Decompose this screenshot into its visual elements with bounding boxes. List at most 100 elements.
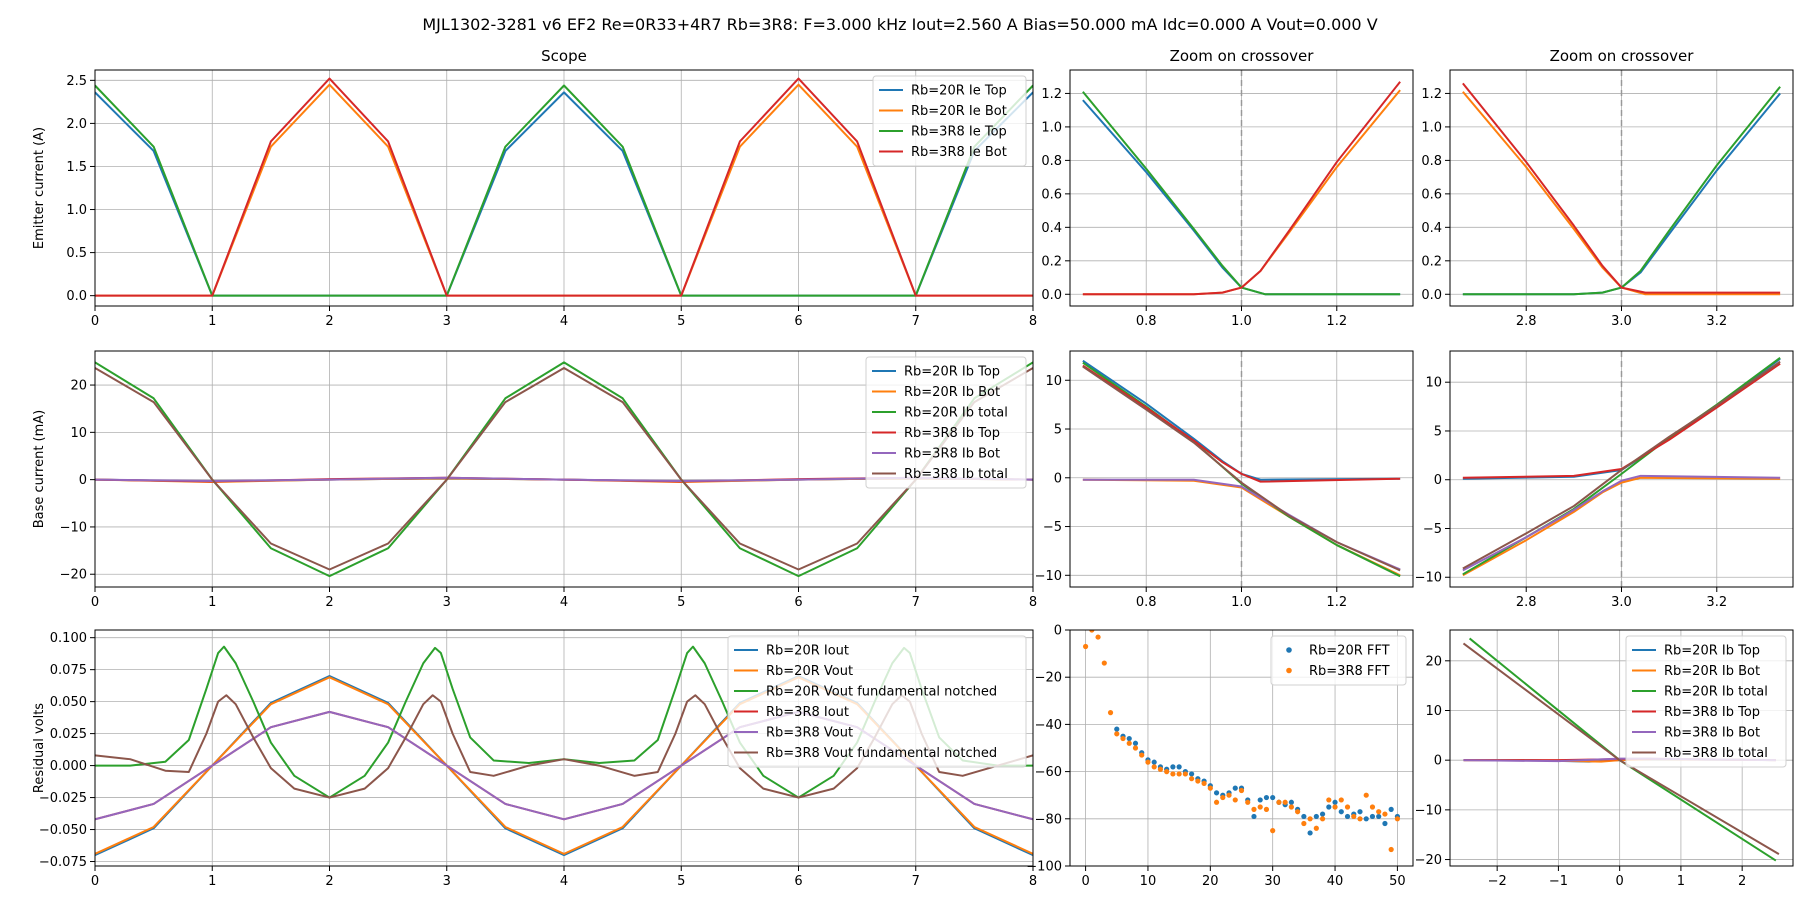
x-tick-label: 1: [208, 595, 216, 610]
y-tick-label: 0.2: [1041, 254, 1062, 269]
x-tick-label: 0: [91, 874, 99, 889]
y-tick-label: −60: [1035, 765, 1062, 780]
x-tick-label: 4: [560, 595, 568, 610]
y-tick-label: 0.100: [50, 631, 87, 646]
legend-box: [865, 356, 1027, 489]
axes-frame: [94, 350, 1034, 588]
data-point: [1369, 813, 1376, 820]
x-tick-label: 3: [443, 874, 451, 889]
y-tick-label: 0.4: [1041, 221, 1062, 236]
data-point: [1132, 740, 1139, 746]
data-point: [1388, 806, 1394, 812]
x-tick-label: 1.0: [1231, 595, 1252, 610]
x-tick-label: 0: [1616, 874, 1624, 889]
x-tick-label: 20: [1202, 874, 1219, 889]
x-tick-label: 0: [91, 314, 99, 329]
data-point: [1301, 813, 1307, 820]
legend-label: Rb=20R Ib total: [1664, 685, 1768, 700]
y-tick-label: 5: [1434, 424, 1442, 439]
x-tick-label: 2: [325, 314, 333, 329]
y-tick-label: 0.2: [1421, 254, 1442, 269]
data-point: [1176, 764, 1182, 770]
legend-label: Rb=20R Ib Top: [1664, 644, 1760, 659]
x-tick-label: 6: [794, 314, 802, 329]
axes-frame: [94, 69, 1034, 307]
x-tick-label: 2.8: [1516, 595, 1537, 610]
legend-label: Rb=20R Ib Bot: [1664, 664, 1760, 679]
x-tick-label: −2: [1488, 874, 1507, 889]
y-tick-label: −20: [1035, 671, 1062, 686]
y-tick-label: 0.025: [50, 727, 87, 742]
data-point: [1276, 799, 1282, 805]
legend-label: Rb=20R Ib Bot: [904, 385, 1000, 400]
x-tick-label: 4: [560, 874, 568, 889]
data-point: [1176, 771, 1182, 777]
data-point: [1394, 816, 1401, 822]
data-point: [1189, 776, 1195, 782]
data-point: [1282, 799, 1288, 805]
legend-label: Rb=3R8 Ib Top: [1664, 705, 1760, 720]
data-point: [1101, 660, 1107, 666]
y-tick-label: 0.075: [50, 663, 87, 678]
data-point: [1388, 846, 1394, 853]
data-point: [1126, 735, 1132, 742]
x-tick-label: 1: [208, 314, 216, 329]
data-point: [1245, 799, 1251, 805]
legend-label: Rb=20R Vout: [766, 664, 853, 679]
data-point: [1319, 816, 1326, 822]
data-point: [1182, 771, 1188, 777]
x-tick-label: 8: [1029, 874, 1037, 889]
y-tick-label: 0.0: [1421, 288, 1442, 303]
y-tick-label: 0.0: [66, 289, 87, 304]
data-point: [1251, 813, 1257, 820]
x-tick-label: 10: [1140, 874, 1157, 889]
data-point: [1319, 811, 1326, 817]
y-tick-label: 2.0: [66, 117, 87, 132]
legend-box: [1625, 635, 1787, 768]
series-line-5: [1082, 365, 1401, 572]
data-point: [1382, 811, 1388, 817]
y-tick-label: 2.5: [66, 74, 87, 89]
x-tick-label: 3: [443, 595, 451, 610]
data-point: [1263, 794, 1270, 801]
legend-label: Rb=20R Ie Top: [911, 84, 1007, 99]
y-tick-label: 0: [1434, 473, 1442, 488]
y-tick-label: −10: [1415, 571, 1442, 586]
data-point: [1232, 797, 1238, 803]
data-point: [1139, 752, 1145, 758]
legend-box: [872, 75, 1027, 167]
y-tick-label: −80: [1035, 812, 1062, 827]
series-line-2: [1462, 86, 1781, 296]
chart-emitter_zoom_2: 2.8 3.0 3.2 0.0 0.2 0.4 0.6 0.8 1.0 1.2 Zoom on cr…: [1421, 47, 1794, 329]
chart-base_zoom_2: 2.8 3.0 3.2 −10 −5 0 5 10: [1415, 350, 1794, 610]
axes-frame: [1449, 350, 1794, 588]
data-point: [1189, 771, 1195, 777]
data-point: [1114, 731, 1120, 737]
y-tick-label: 1.0: [1421, 120, 1442, 135]
series-line-3: [1082, 81, 1401, 296]
data-point: [1157, 766, 1164, 772]
data-point: [1307, 830, 1313, 836]
x-tick-label: 1.0: [1231, 314, 1252, 329]
x-tick-label: 40: [1327, 874, 1344, 889]
data-point: [1095, 634, 1101, 640]
data-point: [1332, 799, 1338, 805]
legend-label: Rb=3R8 Iout: [766, 705, 849, 720]
y-tick-label: 10: [1045, 374, 1062, 389]
data-point: [1270, 828, 1276, 834]
x-tick-label: 3.2: [1706, 595, 1727, 610]
data-point: [1344, 804, 1351, 810]
x-tick-label: 3.0: [1611, 314, 1632, 329]
data-point: [1382, 820, 1388, 827]
y-axis-label: Residual volts: [32, 703, 47, 793]
data-point: [1332, 804, 1338, 810]
axes-frame: [1069, 350, 1414, 588]
legend-label: Rb=20R FFT: [1309, 644, 1390, 659]
data-point: [1220, 794, 1226, 801]
legend-label: Rb=3R8 Ib Top: [904, 426, 1000, 441]
data-point: [1301, 820, 1307, 827]
data-point: [1151, 764, 1157, 770]
legend-label: Rb=3R8 Ib Bot: [904, 447, 1000, 462]
data-point: [1376, 809, 1382, 815]
